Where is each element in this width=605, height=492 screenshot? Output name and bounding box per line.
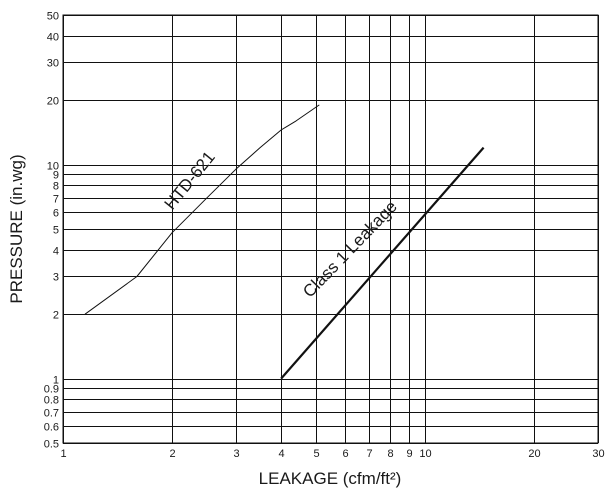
y-tick-label: 1 xyxy=(53,375,59,387)
series-line-class-1-leakage xyxy=(280,146,485,380)
y-tick-label: 0.6 xyxy=(44,422,59,434)
x-tick-label: 7 xyxy=(366,448,372,460)
y-tick-label: 30 xyxy=(47,58,59,70)
series-layer xyxy=(84,104,485,380)
x-tick-label: 30 xyxy=(592,448,604,460)
y-tick-label: 0.9 xyxy=(44,384,59,396)
y-tick-label: 0.8 xyxy=(44,395,59,407)
x-tick-label: 10 xyxy=(419,448,431,460)
y-tick-label: 3 xyxy=(53,272,59,284)
x-tick-label: 9 xyxy=(406,448,412,460)
series-label-htd-621: HTD-621 xyxy=(161,148,219,214)
y-tick-label: 2 xyxy=(53,310,59,322)
y-tick-label: 6 xyxy=(53,208,59,220)
y-tick-label: 40 xyxy=(47,32,59,44)
tick-labels: 1 2 3 4 5 6 7 8 9 10 20 300.50.60.70.80.91234567891… xyxy=(44,11,605,461)
x-tick-label: 6 xyxy=(342,448,348,460)
x-tick-label: 8 xyxy=(387,448,393,460)
y-axis-title: PRESSURE (in.wg) xyxy=(7,154,26,303)
y-tick-label: 5 xyxy=(53,225,59,237)
y-tick-label: 9 xyxy=(53,170,59,182)
y-tick-label: 4 xyxy=(53,246,59,258)
x-tick-label: 1 xyxy=(60,448,66,460)
series-line-htd-621 xyxy=(84,104,320,315)
x-tick-label: 3 xyxy=(233,448,239,460)
y-tick-label: 8 xyxy=(53,181,59,193)
y-tick-label: 50 xyxy=(47,11,59,23)
y-tick-label: 20 xyxy=(47,96,59,108)
grid-layer xyxy=(63,15,599,444)
x-tick-label: 20 xyxy=(528,448,540,460)
y-tick-label: 7 xyxy=(53,194,59,206)
x-tick-label: 2 xyxy=(169,448,175,460)
x-tick-label: 5 xyxy=(313,448,319,460)
plot-frame xyxy=(62,14,599,444)
y-tick-label: 0.5 xyxy=(44,439,59,451)
x-tick-label: 4 xyxy=(278,448,284,460)
x-axis-title: LEAKAGE (cfm/ft²) xyxy=(259,469,402,488)
y-tick-label: 0.7 xyxy=(44,408,59,420)
y-tick-label: 10 xyxy=(47,161,59,173)
